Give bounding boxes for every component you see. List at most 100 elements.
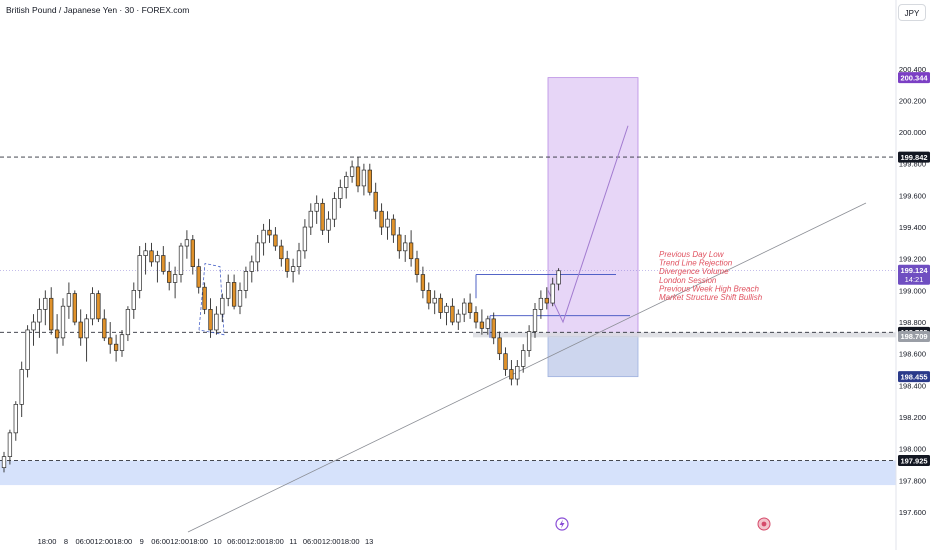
candle-body	[290, 266, 296, 272]
candle-body	[54, 329, 60, 339]
y-tick-label: 199.600	[899, 191, 926, 200]
price-label-subtext: 14:21	[905, 275, 924, 284]
x-tick-label: 06:00	[303, 537, 322, 546]
x-tick-label: 18:00	[189, 537, 208, 546]
x-tick-label: 18:00	[38, 537, 57, 546]
x-tick-label: 06:00	[227, 537, 246, 546]
y-tick-label: 197.600	[899, 508, 926, 517]
chart-title: British Pound / Japanese Yen · 30 · FORE…	[6, 5, 190, 15]
candle-body	[391, 218, 396, 236]
candle-body	[161, 255, 166, 272]
price-label-text: 199.842	[900, 153, 927, 162]
candle-body	[167, 271, 172, 283]
candle-body	[485, 318, 490, 329]
candle-body	[473, 312, 479, 323]
x-tick-label: 06:00	[151, 537, 170, 546]
price-label-box	[898, 455, 930, 467]
y-tick-label: 200.000	[899, 128, 926, 137]
zones-layer	[0, 77, 896, 486]
candle-body	[119, 334, 125, 351]
candle-body	[526, 331, 532, 351]
annotation-line: Previous Week High Breach	[659, 284, 759, 293]
candle-body	[332, 198, 337, 220]
candle-body	[90, 293, 95, 320]
candle-body	[456, 313, 461, 323]
price-label-text: 198.455	[900, 372, 927, 381]
target-zone	[547, 77, 639, 337]
price-axis[interactable]: 197.600 197.800 198.000 198.200 198.400 198.6…	[898, 65, 930, 517]
candle-body	[296, 250, 302, 267]
x-tick-label: 12:00	[322, 537, 341, 546]
y-tick-label: 198.800	[899, 318, 926, 327]
x-tick-label: 8	[64, 537, 68, 546]
x-tick-label: 9	[140, 537, 144, 546]
lightning-icon-glyph	[559, 519, 565, 529]
candle-body	[491, 318, 496, 339]
candle-body	[367, 169, 372, 193]
candle-body	[25, 329, 30, 370]
candle-body	[408, 242, 414, 260]
annotation-line: Trend Line Rejection	[659, 259, 733, 268]
x-tick-label: 18:00	[265, 537, 284, 546]
candle-body	[255, 242, 260, 263]
candle-body	[521, 350, 526, 367]
annotation-line: London Session	[659, 276, 717, 285]
candle-body	[361, 169, 367, 187]
candle-body	[338, 187, 343, 199]
candle-body	[438, 297, 443, 313]
price-label-box	[898, 151, 930, 163]
candle-body	[326, 218, 331, 231]
y-tick-label: 199.000	[899, 286, 926, 295]
candle-body	[509, 369, 514, 380]
time-axis[interactable]: 18:00 8 06:00 12:00 18:00 9 06:00 12:00 18:00 10 0…	[38, 537, 374, 546]
candle-body	[137, 255, 142, 291]
candle-body	[125, 309, 131, 336]
currency-button[interactable]: JPY	[898, 4, 926, 21]
candle-body	[172, 274, 178, 283]
drawings-layer	[187, 125, 867, 533]
candle-body	[113, 343, 119, 351]
candle-body	[108, 337, 113, 345]
candle-body	[72, 293, 77, 323]
candle-body	[43, 297, 48, 310]
candle-body	[285, 258, 290, 272]
candle-body	[7, 432, 13, 457]
candle-body	[379, 210, 384, 228]
divergence-pattern	[198, 262, 225, 336]
candle-body	[349, 166, 355, 177]
y-tick-label: 198.600	[899, 350, 926, 359]
price-label-box	[898, 264, 930, 285]
candle-body	[60, 305, 66, 339]
candle-body	[184, 239, 190, 247]
candles-layer	[1, 157, 561, 473]
candle-body	[249, 261, 254, 272]
candle-body	[202, 286, 207, 310]
candle-body	[462, 302, 467, 315]
candle-body	[155, 255, 160, 263]
candle-body	[214, 313, 219, 331]
price-label-box	[898, 371, 930, 383]
x-tick-label: 13	[365, 537, 373, 546]
x-tick-label: 12:00	[94, 537, 113, 546]
candle-body	[273, 234, 278, 247]
candle-body	[467, 302, 473, 313]
candle-body	[308, 210, 313, 228]
x-tick-label: 18:00	[113, 537, 132, 546]
candle-body	[373, 191, 378, 212]
candle-body	[403, 242, 408, 252]
candle-body	[208, 309, 213, 331]
economic-event-icon-dot	[761, 521, 767, 527]
annotation-line: Divergence Volume	[659, 267, 729, 276]
candle-body	[503, 353, 508, 370]
y-tick-label: 197.800	[899, 476, 926, 485]
candle-body	[550, 283, 555, 304]
candle-body	[538, 297, 544, 310]
stop-zone	[547, 336, 639, 378]
entry-band	[473, 332, 896, 338]
candle-body	[420, 274, 426, 291]
candle-body	[226, 282, 231, 299]
candle-body	[49, 297, 54, 331]
candle-body	[320, 202, 325, 231]
